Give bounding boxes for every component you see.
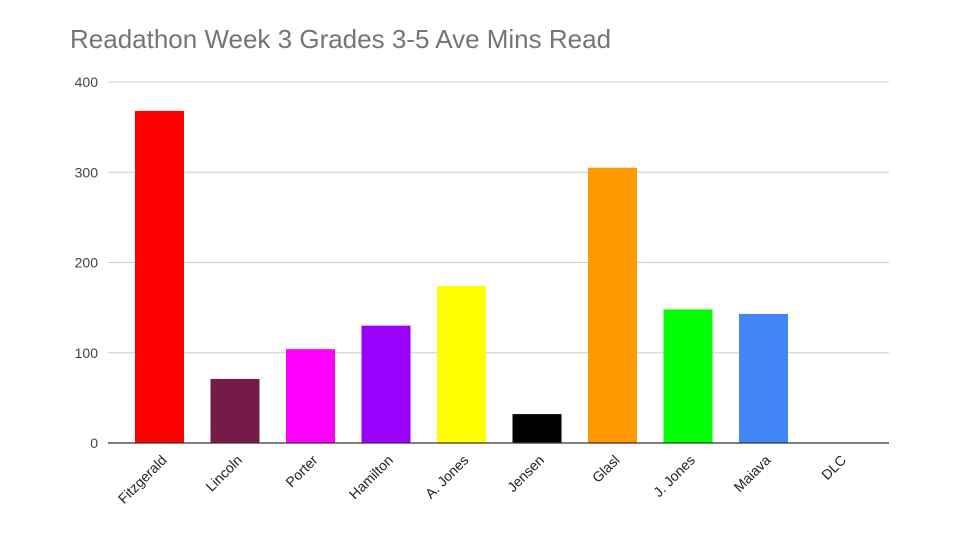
bar-j-jones — [663, 309, 713, 443]
x-tick-label: Lincoln — [202, 452, 245, 495]
x-tick-label: Glasl — [589, 452, 623, 486]
x-tick-label: Porter — [282, 452, 321, 491]
y-tick-label: 300 — [75, 164, 99, 180]
y-tick-label: 200 — [75, 255, 99, 271]
bar-glasl — [588, 167, 637, 444]
bar-porter — [286, 349, 335, 443]
y-tick-label: 0 — [90, 435, 98, 451]
x-tick-label: J. Jones — [650, 452, 698, 500]
x-tick-label: Jensen — [504, 452, 547, 495]
bar-lincoln — [210, 378, 260, 443]
bar-fitzgerald — [135, 110, 184, 443]
x-tick-label: Hamilton — [346, 452, 396, 502]
x-tick-label: Fitzgerald — [115, 452, 170, 507]
bar-a-jones — [437, 285, 486, 443]
bar-maiava — [739, 313, 788, 443]
y-tick-label: 400 — [75, 74, 99, 90]
x-tick-label: DLC — [818, 452, 849, 483]
y-tick-label: 100 — [75, 345, 99, 361]
x-tick-label: A. Jones — [422, 452, 472, 502]
bar-hamilton — [361, 325, 411, 443]
bar-jensen — [512, 414, 562, 443]
x-tick-label: Maiava — [730, 452, 773, 495]
chart-title: Readathon Week 3 Grades 3-5 Ave Mins Rea… — [70, 24, 612, 54]
